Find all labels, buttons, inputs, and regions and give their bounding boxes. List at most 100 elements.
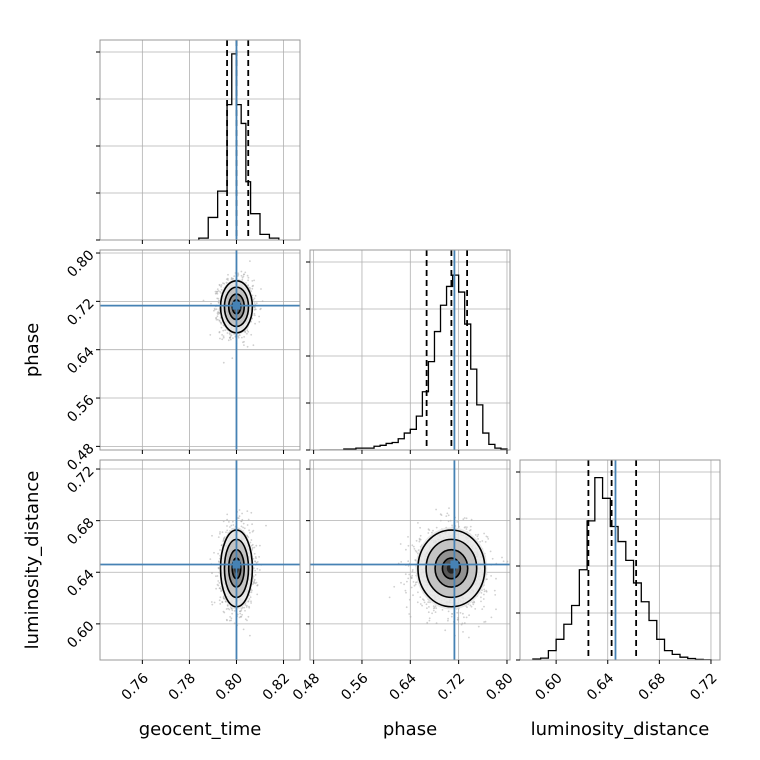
scatter-point xyxy=(410,576,412,578)
scatter-point xyxy=(238,515,241,518)
scatter-point xyxy=(251,287,254,290)
scatter-point xyxy=(226,604,229,606)
scatter-point xyxy=(461,622,464,625)
scatter-point xyxy=(418,538,421,541)
scatter-point xyxy=(407,536,409,538)
scatter-point xyxy=(250,511,253,514)
scatter-point xyxy=(217,318,219,321)
scatter-point xyxy=(247,518,250,521)
scatter-point xyxy=(253,279,256,282)
y-tick-label: 0.60 xyxy=(64,618,97,651)
scatter-point xyxy=(247,284,250,287)
scatter-point xyxy=(405,606,408,609)
scatter-point xyxy=(450,615,453,618)
scatter-point xyxy=(242,628,245,631)
scatter-point xyxy=(416,601,419,604)
y-tick-label: 0.64 xyxy=(64,567,97,600)
scatter-point xyxy=(258,321,261,323)
scatter-point xyxy=(408,573,411,576)
scatter-point xyxy=(483,621,485,623)
scatter-point xyxy=(480,596,482,599)
joint-panel-geocent_time-phase xyxy=(96,249,301,454)
scatter-point xyxy=(246,332,248,335)
scatter-point xyxy=(465,517,468,520)
x-tick-label: 0.76 xyxy=(119,670,152,703)
scatter-point xyxy=(415,539,418,542)
scatter-point xyxy=(463,526,466,529)
scatter-point xyxy=(243,606,246,609)
scatter-point xyxy=(432,609,435,612)
panel-frame xyxy=(99,39,301,241)
scatter-point xyxy=(440,514,443,516)
scatter-point xyxy=(218,299,220,302)
x-tick-label: 0.60 xyxy=(532,670,565,703)
joint-content xyxy=(100,250,300,450)
scatter-point xyxy=(466,606,468,609)
scatter-point xyxy=(221,338,224,341)
scatter-point xyxy=(217,313,219,316)
scatter-point xyxy=(246,329,249,332)
scatter-point xyxy=(501,556,503,559)
scatter-point xyxy=(439,519,442,522)
scatter-point xyxy=(238,509,241,511)
truth-marker xyxy=(232,301,241,310)
scatter-point xyxy=(231,357,234,360)
scatter-point xyxy=(254,308,257,310)
scatter-point xyxy=(506,560,509,563)
scatter-point xyxy=(480,592,483,594)
scatter-point xyxy=(393,585,396,588)
scatter-point xyxy=(410,586,413,589)
scatter-point xyxy=(242,341,244,344)
scatter-point xyxy=(259,308,262,311)
scatter-point xyxy=(427,601,430,604)
scatter-point xyxy=(247,276,250,279)
scatter-point xyxy=(233,275,236,277)
scatter-point xyxy=(216,315,219,318)
scatter-point xyxy=(217,297,220,300)
scatter-point xyxy=(421,604,423,607)
scatter-point xyxy=(209,334,212,336)
scatter-point xyxy=(431,531,433,534)
scatter-point xyxy=(244,609,246,612)
scatter-point xyxy=(222,329,225,332)
y-tick-label: 0.80 xyxy=(64,247,97,280)
scatter-point xyxy=(434,605,437,608)
scatter-point xyxy=(448,507,450,509)
scatter-point xyxy=(226,525,228,527)
scatter-point xyxy=(253,312,256,315)
scatter-point xyxy=(258,315,260,318)
scatter-point xyxy=(217,567,220,570)
scatter-point xyxy=(246,619,248,622)
scatter-point xyxy=(233,622,236,625)
scatter-point xyxy=(229,336,231,339)
scatter-point xyxy=(481,540,484,542)
scatter-point xyxy=(240,520,243,523)
scatter-point xyxy=(249,287,252,289)
scatter-point xyxy=(388,596,391,599)
scatter-point xyxy=(434,611,437,613)
scatter-point xyxy=(502,560,505,563)
scatter-point xyxy=(216,575,219,577)
scatter-point xyxy=(229,333,231,336)
scatter-point xyxy=(224,329,227,332)
x-tick-label: 0.68 xyxy=(636,670,669,703)
scatter-point xyxy=(411,569,414,571)
scatter-point xyxy=(243,344,245,346)
x-tick-label: 0.56 xyxy=(338,670,371,703)
scatter-point xyxy=(250,539,253,541)
scatter-point xyxy=(493,589,496,592)
scatter-point xyxy=(246,274,249,277)
scatter-point xyxy=(245,606,248,608)
scatter-point xyxy=(218,331,221,334)
y-axis-label-luminosity_distance: luminosity_distance xyxy=(22,471,43,650)
scatter-point xyxy=(404,589,407,592)
scatter-point xyxy=(213,601,216,604)
y-tick-label: 0.72 xyxy=(64,296,97,329)
scatter-point xyxy=(426,621,429,624)
scatter-point xyxy=(223,611,226,614)
y-tick-label: 0.68 xyxy=(64,515,97,548)
scatter-point xyxy=(400,561,403,563)
scatter-point xyxy=(217,584,220,587)
truth-marker xyxy=(232,560,241,569)
scatter-point xyxy=(468,636,470,639)
